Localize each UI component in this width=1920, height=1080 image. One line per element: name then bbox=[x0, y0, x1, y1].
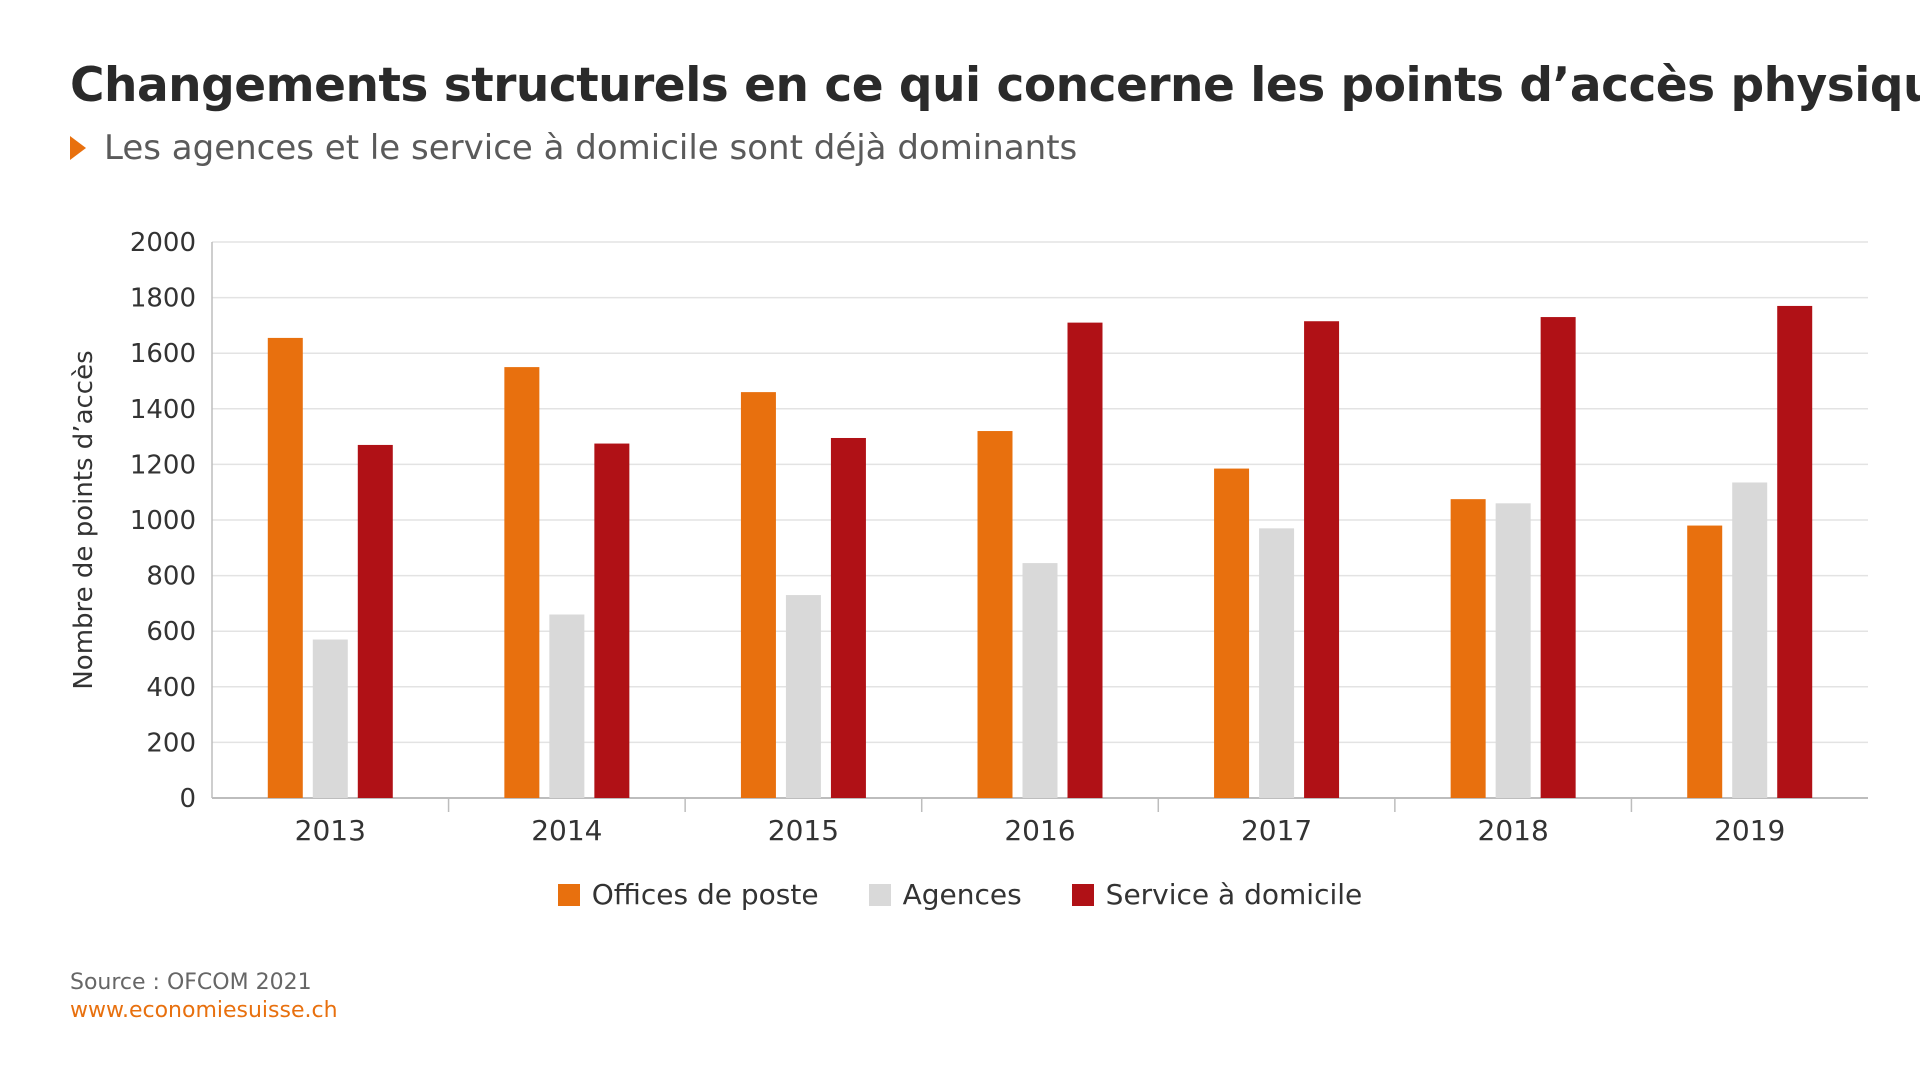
chart-subtitle: Les agences et le service à domicile son… bbox=[70, 128, 1077, 168]
y-tick-label: 0 bbox=[179, 784, 196, 814]
bar-offices-de-poste-2018 bbox=[1450, 499, 1486, 798]
bar-agences-2013 bbox=[312, 639, 348, 798]
bar-service-domicile-2014 bbox=[594, 443, 630, 798]
y-tick-label: 1200 bbox=[130, 450, 196, 480]
bar-service-domicile-2016 bbox=[1067, 322, 1103, 798]
x-tick-label: 2018 bbox=[1478, 814, 1549, 847]
y-tick-label: 800 bbox=[146, 562, 196, 592]
x-tick-label: 2019 bbox=[1714, 814, 1785, 847]
bar-offices-de-poste-2015 bbox=[740, 392, 776, 798]
bar-service-domicile-2013 bbox=[357, 444, 393, 798]
bar-offices-de-poste-2014 bbox=[504, 367, 540, 798]
chart-legend: Offices de poste Agences Service à domic… bbox=[0, 878, 1920, 911]
chart-title: Changements structurels en ce qui concer… bbox=[70, 58, 1920, 113]
y-tick-label: 1000 bbox=[130, 506, 196, 536]
bar-service-domicile-2015 bbox=[830, 437, 866, 798]
bar-service-domicile-2017 bbox=[1304, 321, 1340, 798]
source-note: Source : OFCOM 2021 bbox=[70, 970, 312, 995]
bar-offices-de-poste-2016 bbox=[977, 431, 1013, 798]
y-tick-label: 1600 bbox=[130, 339, 196, 369]
legend-swatch-offices bbox=[557, 883, 580, 906]
bar-agences-2014 bbox=[549, 614, 585, 798]
bar-offices-de-poste-2017 bbox=[1214, 468, 1250, 798]
legend-item-service: Service à domicile bbox=[1071, 878, 1363, 911]
legend-item-agences: Agences bbox=[868, 878, 1022, 911]
bar-agences-2019 bbox=[1732, 482, 1768, 798]
bar-agences-2015 bbox=[785, 595, 821, 798]
chart-subtitle-text: Les agences et le service à domicile son… bbox=[104, 128, 1078, 168]
x-tick-label: 2017 bbox=[1241, 814, 1312, 847]
y-tick-label: 400 bbox=[146, 673, 196, 703]
bar-agences-2018 bbox=[1495, 503, 1531, 798]
legend-label-service: Service à domicile bbox=[1105, 878, 1363, 911]
bar-service-domicile-2018 bbox=[1540, 317, 1576, 798]
x-tick-label: 2015 bbox=[768, 814, 839, 847]
bar-service-domicile-2019 bbox=[1777, 305, 1813, 798]
bar-offices-de-poste-2019 bbox=[1687, 525, 1723, 798]
bar-agences-2017 bbox=[1259, 528, 1295, 798]
legend-item-offices: Offices de poste bbox=[557, 878, 819, 911]
y-tick-label: 1400 bbox=[130, 395, 196, 425]
y-tick-label: 200 bbox=[146, 728, 196, 758]
bar-agences-2016 bbox=[1022, 563, 1058, 798]
y-tick-label: 2000 bbox=[130, 228, 196, 258]
legend-swatch-service bbox=[1071, 883, 1094, 906]
bar-offices-de-poste-2013 bbox=[267, 337, 303, 798]
legend-label-offices: Offices de poste bbox=[591, 878, 819, 911]
x-tick-label: 2016 bbox=[1004, 814, 1075, 847]
y-axis-label: Nombre de points d’accès bbox=[69, 350, 99, 689]
y-tick-label: 1800 bbox=[130, 284, 196, 314]
x-tick-label: 2014 bbox=[531, 814, 602, 847]
x-tick-label: 2013 bbox=[295, 814, 366, 847]
legend-swatch-agences bbox=[868, 883, 891, 906]
website-link[interactable]: www.economiesuisse.ch bbox=[70, 998, 338, 1023]
y-tick-label: 600 bbox=[146, 617, 196, 647]
legend-label-agences: Agences bbox=[902, 878, 1022, 911]
triangle-bullet-icon bbox=[70, 136, 86, 160]
